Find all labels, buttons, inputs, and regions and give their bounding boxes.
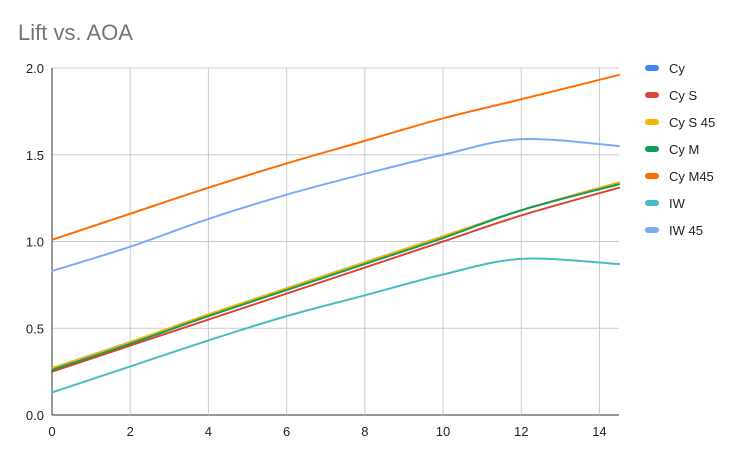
- y-tick-label: 1.5: [26, 148, 44, 163]
- legend-item-cy-m45[interactable]: Cy M45: [645, 169, 714, 184]
- x-tick-label: 10: [436, 424, 450, 439]
- series-lines: [51, 73, 620, 394]
- chart-title: Lift vs. AOA: [18, 20, 133, 45]
- x-tick-label: 6: [283, 424, 290, 439]
- legend-item-cy-m[interactable]: Cy M: [645, 142, 699, 157]
- y-tick-label: 0.5: [26, 321, 44, 336]
- legend-item-cy-s-45[interactable]: Cy S 45: [645, 115, 715, 130]
- legend-item-cy-s[interactable]: Cy S: [645, 88, 698, 103]
- legend-swatch: [645, 173, 659, 179]
- legend-item-cy[interactable]: Cy: [645, 61, 685, 76]
- series-line-iw: [51, 257, 620, 394]
- y-tick-label: 0.0: [26, 408, 44, 423]
- y-tick-label: 1.0: [26, 235, 44, 250]
- legend-swatch: [645, 227, 659, 233]
- legend-swatch: [645, 65, 659, 71]
- legend-item-iw[interactable]: IW: [645, 196, 686, 211]
- series-line-cy-s: [51, 186, 620, 373]
- series-line-cy-m45: [51, 73, 620, 241]
- legend-item-iw-45[interactable]: IW 45: [645, 223, 703, 238]
- legend-label: Cy S: [669, 88, 698, 103]
- legend[interactable]: Cy Cy S Cy S 45 Cy M Cy M45 IW IW 45: [645, 61, 715, 238]
- legend-swatch: [645, 200, 659, 206]
- series-line-cy-s-45: [51, 181, 620, 370]
- x-tick-label: 8: [361, 424, 368, 439]
- chart-grid: [51, 67, 619, 416]
- legend-swatch: [645, 146, 659, 152]
- legend-label: Cy M: [669, 142, 699, 157]
- legend-swatch: [645, 119, 659, 125]
- legend-label: IW: [669, 196, 686, 211]
- x-axis-ticks: 0 2 4 6 8 10 12 14: [48, 424, 606, 439]
- legend-label: Cy: [669, 61, 685, 76]
- y-tick-label: 2.0: [26, 61, 44, 76]
- legend-swatch: [645, 92, 659, 98]
- x-tick-label: 2: [127, 424, 134, 439]
- legend-label: Cy S 45: [669, 115, 715, 130]
- legend-label: IW 45: [669, 223, 703, 238]
- legend-label: Cy M45: [669, 169, 714, 184]
- x-tick-label: 0: [48, 424, 55, 439]
- x-tick-label: 4: [205, 424, 212, 439]
- x-tick-label: 14: [592, 424, 606, 439]
- x-tick-label: 12: [514, 424, 528, 439]
- series-line-cy-m: [51, 183, 620, 371]
- series-line-iw-45: [51, 137, 620, 272]
- y-axis-ticks: 0.0 0.5 1.0 1.5 2.0: [26, 61, 44, 423]
